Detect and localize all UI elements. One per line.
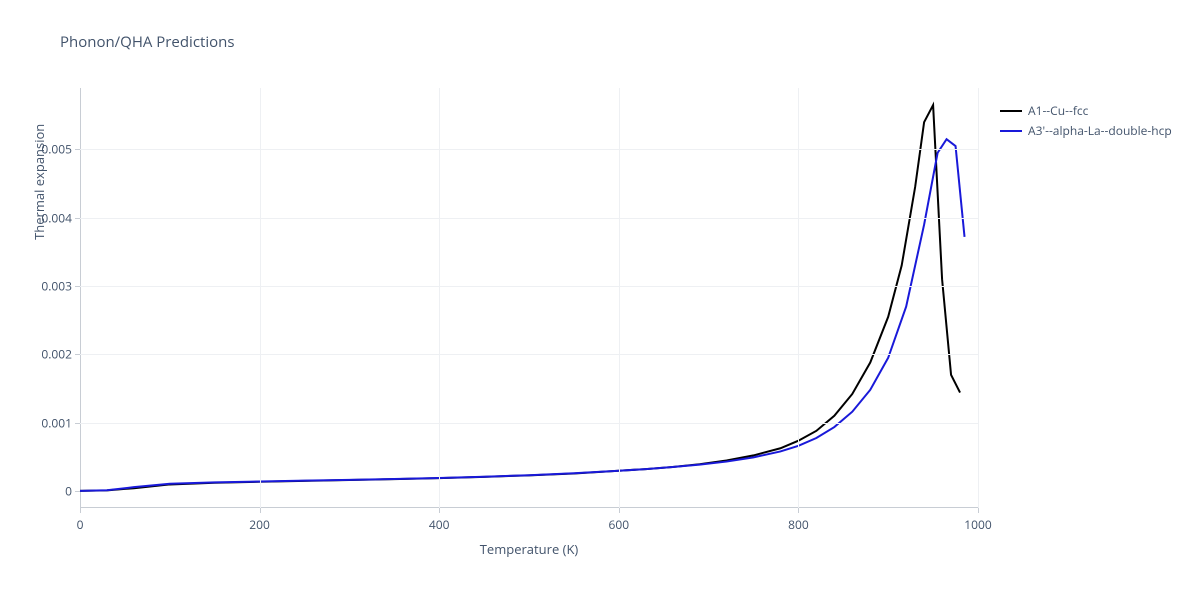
line-layer [80, 88, 978, 508]
x-tick-label: 0 [77, 508, 84, 533]
grid-vertical [439, 88, 440, 508]
grid-vertical [619, 88, 620, 508]
y-tick-label: 0.001 [41, 414, 80, 431]
y-tick-label: 0.002 [41, 346, 80, 363]
grid-horizontal [80, 149, 978, 150]
y-tick-label: 0.005 [41, 141, 80, 158]
plot-area[interactable]: Temperature (K) Thermal expansion 020040… [80, 88, 978, 508]
legend: A1--Cu--fcc A3'--alpha-La--double-hcp [1000, 102, 1172, 142]
y-tick-label: 0 [65, 482, 80, 499]
x-tick-label: 800 [788, 508, 809, 533]
legend-item[interactable]: A1--Cu--fcc [1000, 102, 1172, 119]
legend-label: A1--Cu--fcc [1028, 102, 1088, 119]
series-line[interactable] [80, 139, 965, 491]
grid-horizontal [80, 286, 978, 287]
legend-label: A3'--alpha-La--double-hcp [1028, 122, 1172, 139]
x-tick-label: 400 [429, 508, 450, 533]
series-line[interactable] [80, 105, 960, 491]
legend-swatch [1000, 130, 1022, 132]
y-tick-label: 0.003 [41, 278, 80, 295]
x-tick-label: 1000 [964, 508, 991, 533]
chart-container: Phonon/QHA Predictions Temperature (K) T… [0, 0, 1200, 600]
x-tick-label: 600 [609, 508, 630, 533]
y-tick-label: 0.004 [41, 209, 80, 226]
legend-item[interactable]: A3'--alpha-La--double-hcp [1000, 122, 1172, 139]
grid-vertical [260, 88, 261, 508]
legend-swatch [1000, 110, 1022, 112]
x-tick-label: 200 [249, 508, 270, 533]
grid-vertical [798, 88, 799, 508]
grid-horizontal [80, 354, 978, 355]
grid-horizontal [80, 423, 978, 424]
grid-vertical [978, 88, 979, 508]
x-axis-label: Temperature (K) [480, 540, 579, 558]
grid-horizontal [80, 218, 978, 219]
chart-title: Phonon/QHA Predictions [60, 32, 235, 52]
